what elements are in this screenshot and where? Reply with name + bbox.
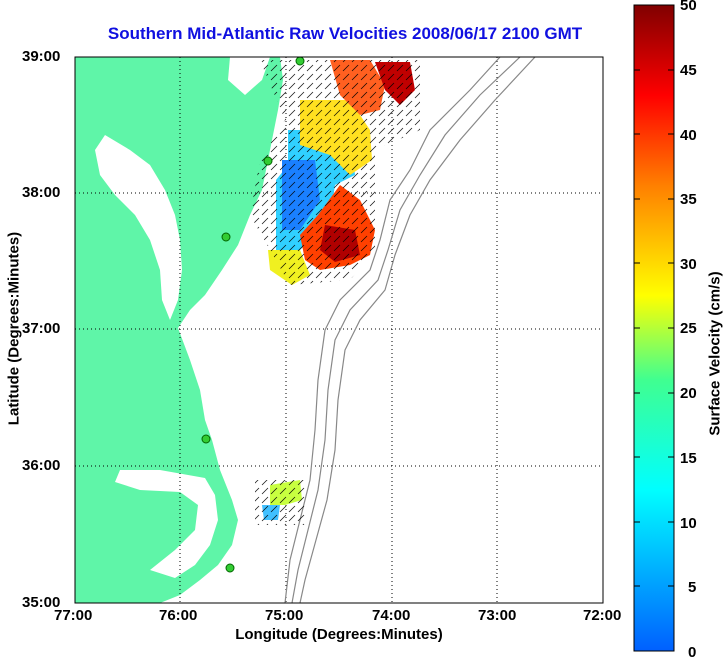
colorbar-tick-label: 20 [680,385,697,402]
colorbar-tick-label: 35 [680,191,697,208]
bathymetry-contour [291,57,521,603]
y-tick-label: 39:00 [22,48,61,65]
colorbar-tick-label: 40 [680,127,697,144]
x-tick-label: 74:00 [372,607,411,624]
x-tick-label: 75:00 [265,607,304,624]
x-tick-label: 76:00 [159,607,198,624]
bathymetry-contour [299,57,536,603]
vector-arrows [250,60,420,285]
colorbar-tick-label: 30 [680,256,697,273]
radar-station-marker [201,434,211,444]
y-tick-label: 37:00 [22,320,61,337]
radar-station-marker [225,563,235,573]
x-tick-label: 77:00 [54,607,93,624]
x-tick-label: 72:00 [583,607,622,624]
y-tick-label: 35:00 [22,594,61,611]
radar-station-marker [221,232,231,242]
velocity-field [250,60,420,525]
bay-water [228,57,270,95]
colorbar-tick-label: 10 [680,515,697,532]
colorbar-tick-label: 45 [680,62,697,79]
y-tick-label: 38:00 [22,184,61,201]
colorbar-tick-label: 25 [680,320,697,337]
bay-water [95,135,182,320]
radar-station-marker [263,156,273,166]
colorbar [633,4,675,652]
sound-water [115,470,218,578]
x-axis-label: Longitude (Degrees:Minutes) [235,626,443,643]
colorbar-tick-label: 0 [688,644,697,661]
colorbar-tick-label: 50 [680,0,697,14]
x-tick-label: 73:00 [478,607,517,624]
map-frame [74,56,604,604]
vector-arrows [255,480,305,525]
colorbar-tick-label: 15 [680,450,697,467]
colorbar-tick-label: 5 [688,579,697,596]
radar-station-marker [295,57,305,66]
map-title: Southern Mid-Atlantic Raw Velocities 200… [107,24,583,43]
y-tick-label: 36:00 [22,457,61,474]
